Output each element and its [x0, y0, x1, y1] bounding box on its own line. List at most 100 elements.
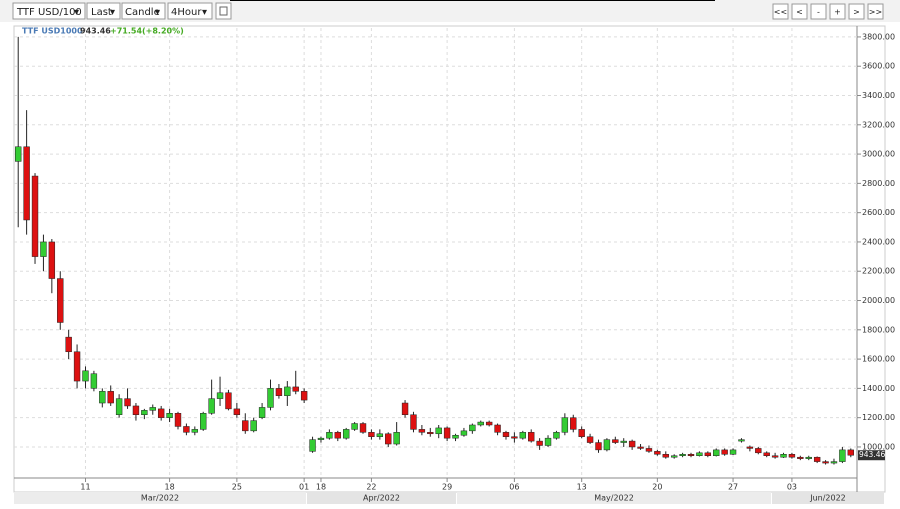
candle-body [687, 454, 695, 456]
candles [15, 36, 854, 465]
last-price-label: 943.46 [859, 450, 885, 459]
y-tick-label: 1800.00 [862, 325, 895, 334]
price-select[interactable] [86, 2, 121, 20]
toolbar-controls: TTF USD/100 ▾ Last ▾ Candle ▾ 4Hour ▾ [12, 2, 232, 20]
nav-button[interactable] [867, 3, 884, 20]
candle-body [704, 452, 712, 456]
candle-body [57, 278, 64, 323]
y-tick-label: 1400.00 [862, 384, 895, 393]
candle-body [485, 421, 493, 426]
candle-body [603, 439, 611, 451]
candle-body [570, 417, 577, 430]
candle-body [452, 434, 459, 439]
settings-button[interactable] [215, 2, 232, 20]
candle-body [376, 433, 384, 437]
nav-button[interactable] [772, 3, 789, 20]
candle-body [31, 175, 39, 257]
candle-body [351, 423, 358, 430]
month-band [772, 492, 884, 504]
candle-body [696, 452, 703, 456]
candle-body [359, 423, 367, 433]
candle-body [191, 429, 199, 433]
candle-body [385, 433, 392, 445]
candle-body [511, 436, 518, 439]
candle-body [612, 439, 619, 443]
candle-body [149, 407, 156, 411]
candle-body [595, 442, 602, 451]
candle-body [435, 427, 442, 435]
candle-body [317, 437, 325, 440]
candle-body [628, 440, 636, 448]
month-label: May/2022 [594, 494, 634, 503]
candle-body [469, 424, 476, 432]
dropdown-arrow: ▾ [202, 7, 207, 18]
candle-body [721, 449, 728, 455]
y-tick-label: 1600.00 [862, 355, 895, 364]
nav-buttons: << < - + > >> [772, 3, 884, 20]
candle-body [670, 455, 678, 458]
month-band [457, 492, 771, 504]
candle-body [242, 420, 249, 432]
dropdown-arrow: ▾ [110, 7, 115, 18]
candle-body [65, 336, 72, 353]
candle-body [233, 408, 241, 415]
candle-body [258, 407, 266, 418]
style-select[interactable] [121, 2, 166, 20]
candle-body [780, 454, 787, 458]
candle-body [561, 417, 569, 433]
nav-button-label: >> [869, 8, 882, 17]
dropdown-arrow: ▾ [155, 7, 160, 18]
x-tick-label: 25 [232, 483, 242, 492]
candle-body [797, 456, 804, 459]
dropdown-arrow: ▾ [74, 7, 79, 18]
candle-body [157, 408, 165, 418]
x-tick-label: 06 [509, 483, 519, 492]
x-tick-label: 18 [316, 483, 326, 492]
candle-body [48, 241, 56, 279]
candle-body [418, 429, 426, 433]
interval: 4Hour [171, 7, 202, 18]
nav-button[interactable] [848, 3, 865, 20]
candle-body [620, 440, 627, 443]
candle-body [99, 391, 106, 404]
candle-body [309, 439, 316, 452]
y-tick-label: 2800.00 [862, 179, 895, 188]
candle-body [292, 386, 299, 392]
y-tick-label: 3600.00 [862, 62, 895, 71]
nav-button[interactable] [829, 3, 846, 20]
chart-style: Candle [125, 7, 160, 18]
candle-body [90, 373, 98, 389]
month-label: Jun/2022 [809, 494, 846, 503]
candle-body [502, 432, 510, 437]
interval-select[interactable] [167, 2, 213, 20]
candle-body [393, 432, 400, 445]
month-band [14, 492, 306, 504]
candle-body [679, 454, 686, 456]
candle-body [284, 386, 291, 396]
symbol-select[interactable] [12, 2, 86, 20]
x-tick-label: 13 [577, 483, 587, 492]
x-tick-label: 20 [652, 483, 662, 492]
y-tick-label: 3800.00 [862, 32, 895, 41]
y-tick-label: 3200.00 [862, 120, 895, 129]
candle-body [300, 391, 308, 401]
candle-body [326, 432, 333, 439]
nav-button-label: + [834, 8, 841, 17]
x-tick-label: 22 [366, 483, 376, 492]
candle-body [23, 146, 30, 221]
candle-body [401, 402, 409, 415]
x-tick-label: 27 [728, 483, 738, 492]
candle-body [738, 439, 745, 442]
nav-button[interactable] [810, 3, 827, 20]
nav-button[interactable] [791, 3, 808, 20]
candle-body [654, 451, 661, 455]
candle-body [267, 388, 274, 408]
candle-body [225, 392, 232, 410]
candle-body [544, 437, 552, 446]
price-change: +71.54(+8.20%) [110, 27, 184, 36]
candle-body [805, 456, 812, 459]
last-price-tag [858, 450, 885, 461]
candle-body [637, 446, 644, 449]
candle-body [82, 370, 89, 382]
